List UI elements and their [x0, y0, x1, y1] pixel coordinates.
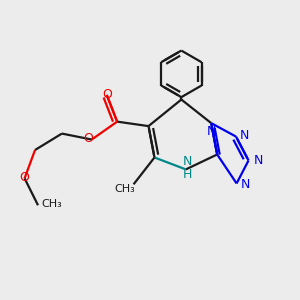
Text: O: O: [102, 88, 112, 101]
Text: O: O: [19, 171, 29, 184]
Text: CH₃: CH₃: [114, 184, 135, 194]
Text: N: N: [240, 178, 250, 191]
Text: O: O: [83, 132, 93, 145]
Text: CH₃: CH₃: [41, 199, 62, 209]
Text: H: H: [183, 168, 192, 181]
Text: N: N: [254, 154, 263, 167]
Text: N: N: [183, 154, 192, 167]
Text: N: N: [207, 125, 217, 138]
Text: N: N: [240, 129, 249, 142]
